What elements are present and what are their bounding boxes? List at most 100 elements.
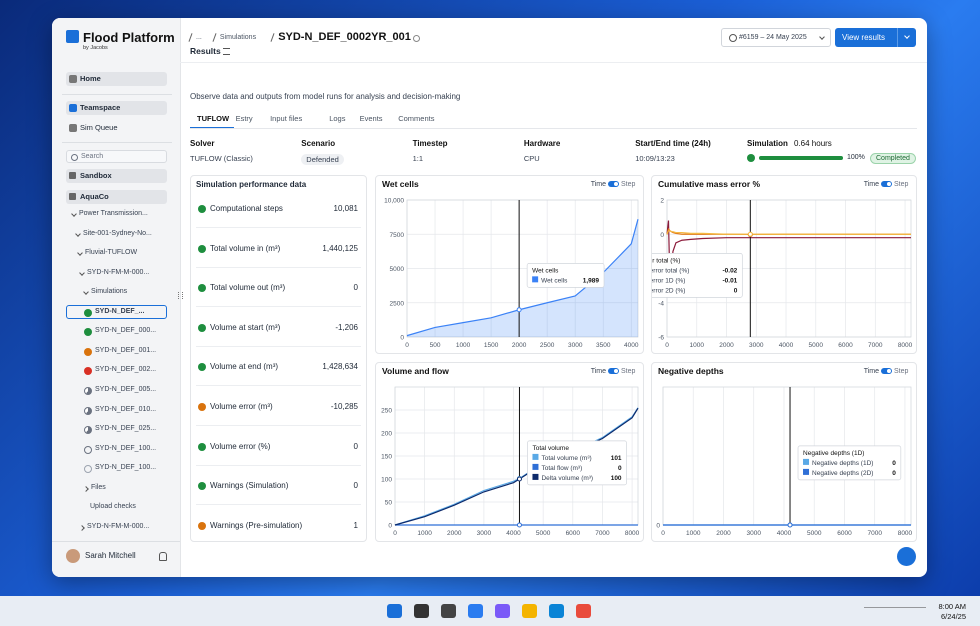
- tab[interactable]: Estry: [235, 114, 253, 123]
- assistant-button[interactable]: [897, 547, 916, 566]
- tab[interactable]: TUFLOW: [197, 114, 230, 123]
- status-icon: [84, 386, 92, 395]
- breadcrumb-item[interactable]: Simulations: [219, 34, 257, 41]
- tree-item[interactable]: Power Transmission...: [62, 208, 172, 222]
- status-icon: [84, 465, 92, 474]
- status-icon: [84, 347, 92, 356]
- readout-value: 0: [618, 465, 622, 472]
- tree-item[interactable]: SYD-N_DEF_010...: [62, 404, 172, 418]
- section[interactable]: Sandbox: [66, 169, 167, 183]
- nav-icon: [69, 124, 77, 132]
- chart: Cumulative mass error %TimeStep-6-4-2020…: [652, 179, 913, 349]
- tab-underline: [190, 127, 234, 129]
- clock-icon: [729, 34, 737, 42]
- summary-label: Timestep: [412, 139, 448, 148]
- legend-label: Negative depths (1D): [812, 460, 873, 467]
- area: [407, 219, 638, 337]
- tree-item[interactable]: SYD-N_DEF_005...: [62, 384, 172, 398]
- tree-item[interactable]: Fluvial-TUFLOW: [62, 247, 172, 261]
- panel-title: Simulation performance data: [196, 180, 307, 189]
- tab[interactable]: Logs: [329, 114, 346, 123]
- legend-swatch: [532, 463, 539, 470]
- taskbar-app[interactable]: [441, 604, 456, 618]
- nav-label: Home: [80, 74, 101, 83]
- chevron: [83, 289, 89, 296]
- tree-label: SYD-N_DEF_...: [95, 307, 145, 315]
- status-badge: Completed: [870, 153, 916, 164]
- clock-time: 8:00 AM: [938, 602, 966, 611]
- results-heading: Results: [190, 46, 221, 56]
- y-tick-label: 150: [381, 454, 392, 461]
- section-icon: [69, 172, 76, 179]
- tree-item[interactable]: SYD-N-FM-M-000...: [62, 267, 172, 281]
- tree-item[interactable]: SYD-N_DEF_002...: [62, 364, 172, 378]
- tree-item[interactable]: Simulations: [62, 286, 172, 300]
- tab[interactable]: Events: [359, 114, 383, 123]
- settings-icon[interactable]: [413, 35, 421, 42]
- tree-item[interactable]: SYD-N_DEF_000...: [62, 325, 172, 339]
- nav-item[interactable]: Sim Queue: [66, 121, 167, 135]
- status-icon: [84, 406, 92, 415]
- taskbar: 8:00 AM 6/24/25: [0, 596, 980, 626]
- cursor-point: [747, 231, 753, 237]
- tray-icons: [864, 607, 926, 615]
- tree-item[interactable]: SYD-N_DEF_001...: [62, 345, 172, 359]
- y-tick-label: 7500: [390, 232, 405, 239]
- summary-value: TUFLOW (Classic): [190, 154, 253, 163]
- cursor-point: [787, 522, 793, 528]
- tab[interactable]: Input files: [270, 114, 303, 123]
- chart-title: Wet cells: [382, 179, 419, 189]
- filter-icon[interactable]: [223, 48, 230, 55]
- nav-item[interactable]: Home: [66, 72, 167, 86]
- taskbar-app[interactable]: [549, 604, 564, 618]
- tab-border: [190, 128, 917, 129]
- resize-handle[interactable]: [178, 292, 183, 299]
- tree-item[interactable]: SYD-N_DEF_100...: [62, 443, 172, 457]
- taskbar-app[interactable]: [495, 604, 510, 618]
- y-tick-label: -4: [658, 300, 664, 307]
- status-icon: [198, 482, 206, 491]
- tree-label: SYD-N_DEF_001...: [95, 346, 157, 354]
- tree-item[interactable]: Site-001-Sydney-No...: [62, 228, 172, 242]
- taskbar-app[interactable]: [468, 604, 483, 618]
- tree-item[interactable]: SYD-N_DEF_...: [62, 304, 172, 320]
- taskbar-app[interactable]: [387, 604, 402, 618]
- run-selector[interactable]: #6159 – 24 May 2025: [721, 28, 831, 47]
- tree-item[interactable]: Upload checks: [62, 501, 172, 515]
- tree-label: Power Transmission...: [79, 210, 148, 217]
- tab[interactable]: Comments: [398, 114, 435, 123]
- view-results-button[interactable]: View results: [835, 28, 916, 47]
- taskbar-app[interactable]: [522, 604, 537, 618]
- readout-value: 0: [734, 287, 738, 294]
- chart-title: Volume and flow: [382, 366, 449, 376]
- legend-swatch: [532, 453, 539, 460]
- taskbar-app[interactable]: [414, 604, 429, 618]
- tree-item[interactable]: SYD-N-FM-M-000...: [62, 521, 172, 535]
- legend-swatch: [803, 468, 810, 475]
- tree-item[interactable]: Files: [62, 482, 172, 496]
- x-tick-label: 5000: [809, 342, 824, 349]
- section[interactable]: AquaCo: [66, 190, 167, 204]
- run-label: #6159 – 24 May 2025: [739, 34, 807, 41]
- section-label: AquaCo: [80, 192, 109, 201]
- taskbar-app[interactable]: [576, 604, 591, 618]
- tree-label: Files: [91, 483, 106, 491]
- brand-sub: by Jacobs: [83, 45, 108, 51]
- x-tick-label: 3000: [477, 530, 492, 537]
- user-name: Sarah Mitchell: [85, 551, 136, 560]
- search-box[interactable]: Search: [66, 150, 167, 163]
- toggle-knob: [887, 369, 891, 373]
- chevron: [77, 250, 83, 256]
- toggle-label: Time: [591, 181, 606, 188]
- summary-value: 1:1: [412, 154, 424, 163]
- tree-item[interactable]: SYD-N_DEF_100...: [62, 462, 172, 476]
- breadcrumb-item[interactable]: ...: [196, 34, 202, 41]
- readout-value: 1,989: [583, 277, 600, 284]
- x-tick-label: 0: [661, 530, 665, 537]
- nav-item[interactable]: Teamspace: [66, 101, 167, 115]
- tree-item[interactable]: SYD-N_DEF_025...: [62, 423, 172, 437]
- notifications[interactable]: [159, 552, 167, 561]
- row-divider: [196, 464, 361, 466]
